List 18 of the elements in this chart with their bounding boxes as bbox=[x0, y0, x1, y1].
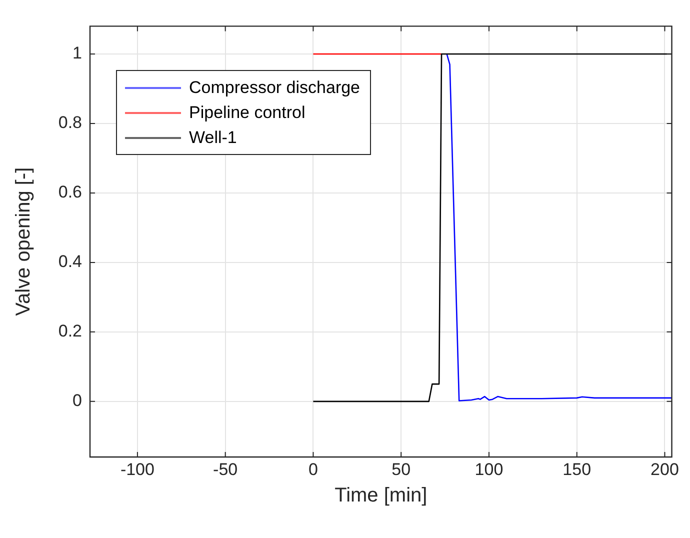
legend-label: Pipeline control bbox=[189, 102, 306, 124]
y-tick-label: 0.4 bbox=[58, 252, 82, 272]
x-tick-label: 150 bbox=[562, 460, 592, 479]
legend-label: Compressor discharge bbox=[189, 77, 360, 99]
y-tick-label: 0.2 bbox=[58, 322, 82, 341]
y-tick-label: 0.8 bbox=[58, 113, 82, 132]
y-tick-label: 0 bbox=[72, 391, 82, 410]
x-tick-label: -50 bbox=[213, 460, 238, 479]
x-tick-label: 0 bbox=[308, 460, 318, 479]
legend-label: Well-1 bbox=[189, 127, 237, 149]
x-tick-label: -100 bbox=[120, 460, 154, 479]
y-tick-label: 1 bbox=[72, 44, 82, 63]
x-tick-label: 50 bbox=[392, 460, 411, 479]
y-tick-label: 0.6 bbox=[58, 182, 82, 202]
x-axis-title: Time [min] bbox=[334, 484, 428, 507]
x-tick-label: 100 bbox=[474, 460, 504, 479]
x-tick-label: 200 bbox=[650, 460, 679, 479]
y-axis-title: Valve opening [-] bbox=[12, 167, 35, 316]
